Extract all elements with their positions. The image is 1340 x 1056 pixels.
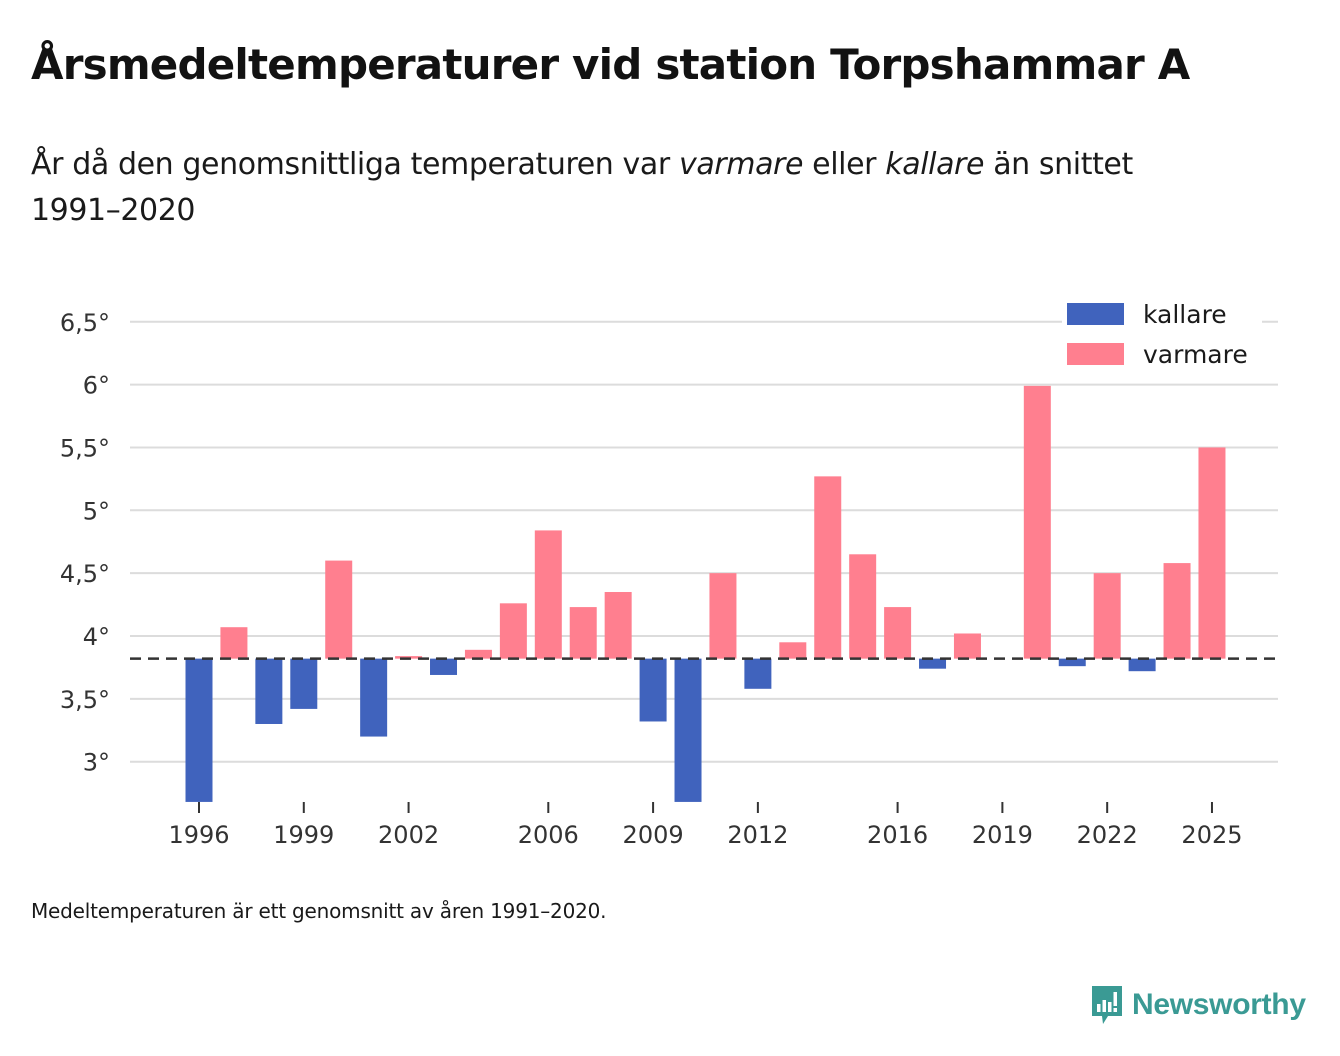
bar-2023[interactable]	[1128, 658, 1156, 672]
bar-2014[interactable]	[814, 476, 842, 659]
newsworthy-chart-icon	[1092, 986, 1122, 1024]
bar-2009[interactable]	[639, 658, 667, 722]
legend: kallare varmare	[1062, 298, 1262, 380]
x-tick-label: 2019	[972, 821, 1033, 849]
chart-title: Årsmedeltemperaturer vid station Torpsha…	[31, 40, 1190, 89]
bar-2003[interactable]	[430, 658, 458, 675]
bar-2016[interactable]	[884, 607, 912, 659]
x-tick-label: 2002	[378, 821, 439, 849]
bar-2025[interactable]	[1198, 447, 1226, 659]
bar-1996[interactable]	[185, 658, 213, 802]
bar-2024[interactable]	[1163, 563, 1191, 659]
bar-2008[interactable]	[604, 592, 632, 659]
x-tick-label: 2022	[1077, 821, 1138, 849]
brand-name: Newsworthy	[1132, 988, 1306, 1021]
bar-2004[interactable]	[464, 649, 492, 659]
y-tick-label: 6,5°	[60, 309, 110, 337]
y-tick-label: 3,5°	[60, 686, 110, 714]
x-tick-label: 2012	[727, 821, 788, 849]
bar-2005[interactable]	[499, 603, 527, 659]
bar-2007[interactable]	[569, 607, 597, 659]
bar-2010[interactable]	[674, 658, 702, 802]
bar-1997[interactable]	[220, 627, 248, 659]
bar-1998[interactable]	[255, 658, 283, 724]
subtitle-text-1: År då den genomsnittliga temperaturen va…	[31, 147, 679, 182]
bar-2006[interactable]	[534, 530, 562, 659]
legend-swatch-varmare	[1067, 343, 1124, 365]
x-tick-label: 2016	[867, 821, 928, 849]
x-tick-label: 1999	[273, 821, 334, 849]
x-tick-label: 2006	[518, 821, 579, 849]
bar-2022[interactable]	[1093, 573, 1121, 659]
y-axis: 3° 3,5° 4° 4,5° 5° 5,5° 6° 6,5°	[60, 309, 110, 777]
bar-2011[interactable]	[709, 573, 737, 659]
x-axis: 1996 1999 2002 2006 2009 2012 2016 2019 2022 2025	[168, 802, 1243, 849]
x-tick-label: 2025	[1181, 821, 1242, 849]
bar-2021[interactable]	[1058, 658, 1086, 667]
bar-chart: 3° 3,5° 4° 4,5° 5° 5,5° 6° 6,5° 1996 1999 2002 200…	[60, 298, 1278, 849]
footnote: Medeltemperaturen är ett genomsnitt av å…	[31, 899, 607, 923]
subtitle-text-3: än snittet 1991–2020	[31, 147, 1133, 228]
bar-2001[interactable]	[360, 658, 388, 737]
y-tick-label: 6°	[83, 372, 110, 400]
bar-2012[interactable]	[744, 658, 772, 689]
subtitle-colder: kallare	[885, 147, 985, 182]
bar-1999[interactable]	[290, 658, 318, 709]
bar-2017[interactable]	[919, 658, 947, 669]
bar-2015[interactable]	[849, 554, 877, 659]
y-tick-label: 5,5°	[60, 434, 110, 462]
y-tick-label: 4°	[83, 623, 110, 651]
bar-2000[interactable]	[325, 560, 353, 659]
legend-swatch-kallare	[1067, 303, 1124, 325]
bar-2018[interactable]	[953, 633, 981, 659]
x-tick-label: 1996	[168, 821, 229, 849]
subtitle-text-2: eller	[803, 147, 886, 182]
bar-2020[interactable]	[1023, 385, 1051, 659]
y-tick-label: 5°	[83, 497, 110, 525]
x-tick-label: 2009	[623, 821, 684, 849]
legend-label-kallare: kallare	[1143, 300, 1227, 329]
chart-subtitle: År då den genomsnittliga temperaturen va…	[31, 142, 1231, 234]
subtitle-warmer: varmare	[678, 147, 804, 182]
legend-label-varmare: varmare	[1143, 340, 1248, 369]
y-tick-label: 4,5°	[60, 560, 110, 588]
newsworthy-logo: Newsworthy	[1090, 984, 1306, 1026]
y-tick-label: 3°	[83, 749, 110, 777]
bar-2002[interactable]	[395, 656, 423, 659]
bars	[185, 385, 1226, 802]
bar-2013[interactable]	[779, 642, 807, 659]
